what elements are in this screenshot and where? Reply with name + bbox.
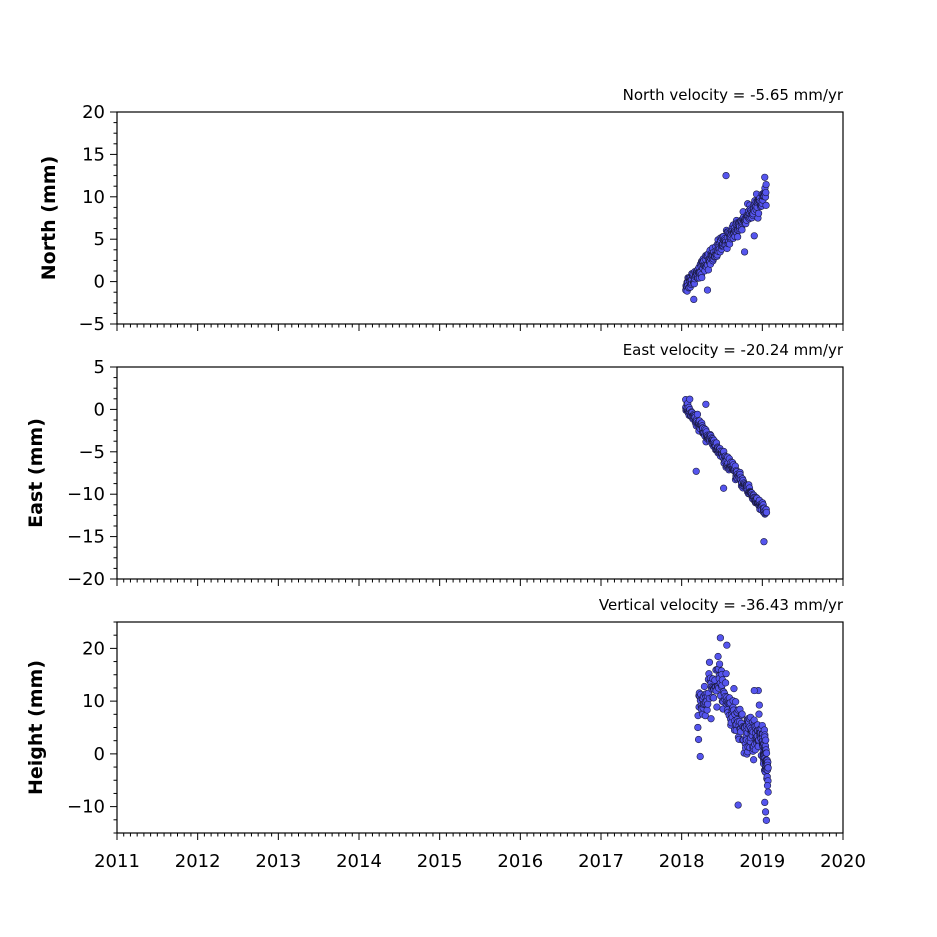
xtick-label: 2016 [497,851,543,872]
height-data-point [715,660,724,668]
height-data-point [696,752,704,761]
height-data-point [700,682,709,691]
xtick-label: 2012 [175,851,221,872]
xtick-label: 2017 [578,851,624,872]
north-data-point [762,180,770,189]
north-data-point [740,248,749,256]
height-data-point [707,715,715,723]
north-ytick-label: 0 [94,272,105,293]
north-ylabel: North (mm) [38,156,60,281]
height-data-point [722,670,730,678]
height-ytick-label: 20 [82,638,105,659]
north-data-point [762,188,770,197]
xtick-label: 2013 [255,851,301,872]
height-data-point [730,685,738,693]
height-data-point [713,703,721,711]
height-data-point [716,634,724,642]
xtick-label: 2015 [417,851,463,872]
east-ytick-label: −5 [78,442,105,463]
north-data-point [703,286,712,294]
east-velocity-label: East velocity = -20.24 mm/yr [623,341,844,359]
east-ytick-label: −15 [67,527,105,548]
east-ytick-label: −10 [67,484,105,505]
height-data-point [764,788,772,796]
height-data-point [755,701,763,709]
east-data-point [702,400,710,408]
xtick-label: 2018 [659,851,705,872]
height-data-point [714,652,722,661]
north-ytick-label: 5 [94,229,105,250]
height-data-point [694,735,703,744]
xtick-label: 2020 [820,851,866,872]
east-data-point [693,410,702,418]
height-data-point [762,816,770,824]
height-data-point [750,686,758,695]
north-data-point [722,172,730,180]
east-data-point [686,395,694,403]
height-ytick-label: 0 [94,744,105,765]
height-data-point [734,801,742,809]
xtick-label: 2019 [739,851,785,872]
height-data-point [755,710,763,718]
height-data-point [761,808,770,816]
north-data-point [761,173,769,181]
east-data-point [692,467,700,475]
east-ytick-label: −20 [67,569,105,590]
north-velocity-label: North velocity = -5.65 mm/yr [623,86,844,104]
height-ylabel: Height (mm) [25,660,47,795]
height-data-point [762,749,771,757]
height-data-point [732,698,740,706]
north-data-point [750,232,758,240]
height-data-point [738,710,746,718]
north-data-point [698,273,706,282]
height-data-point [709,694,718,702]
height-data-point [705,658,714,666]
height-data-point [694,723,702,732]
east-ytick-label: 5 [94,357,105,378]
north-data-point [754,209,763,217]
height-data-point [750,756,758,764]
height-velocity-label: Vertical velocity = -36.43 mm/yr [599,596,844,614]
north-ytick-label: 20 [82,102,105,123]
height-data-point [723,641,731,649]
xtick-label: 2011 [94,851,140,872]
height-data-point [763,782,772,790]
height-ytick-label: −10 [67,797,105,818]
north-data-point [762,201,770,209]
north-data-point [690,295,698,304]
east-data-point [760,538,768,546]
height-data-point [762,736,770,744]
east-data-point [720,484,728,492]
north-ytick-label: 15 [82,144,105,165]
north-data-point [738,226,746,234]
height-data-point [764,764,772,772]
east-data-point [762,508,771,517]
east-ylabel: East (mm) [25,418,47,528]
north-ytick-label: −5 [78,314,105,335]
height-data-point [721,679,730,687]
xtick-label: 2014 [336,851,382,872]
height-data-point [761,798,769,807]
north-ytick-label: 10 [82,187,105,208]
height-ytick-label: 10 [82,691,105,712]
east-ytick-label: 0 [94,399,105,420]
north-data-point [734,233,742,241]
